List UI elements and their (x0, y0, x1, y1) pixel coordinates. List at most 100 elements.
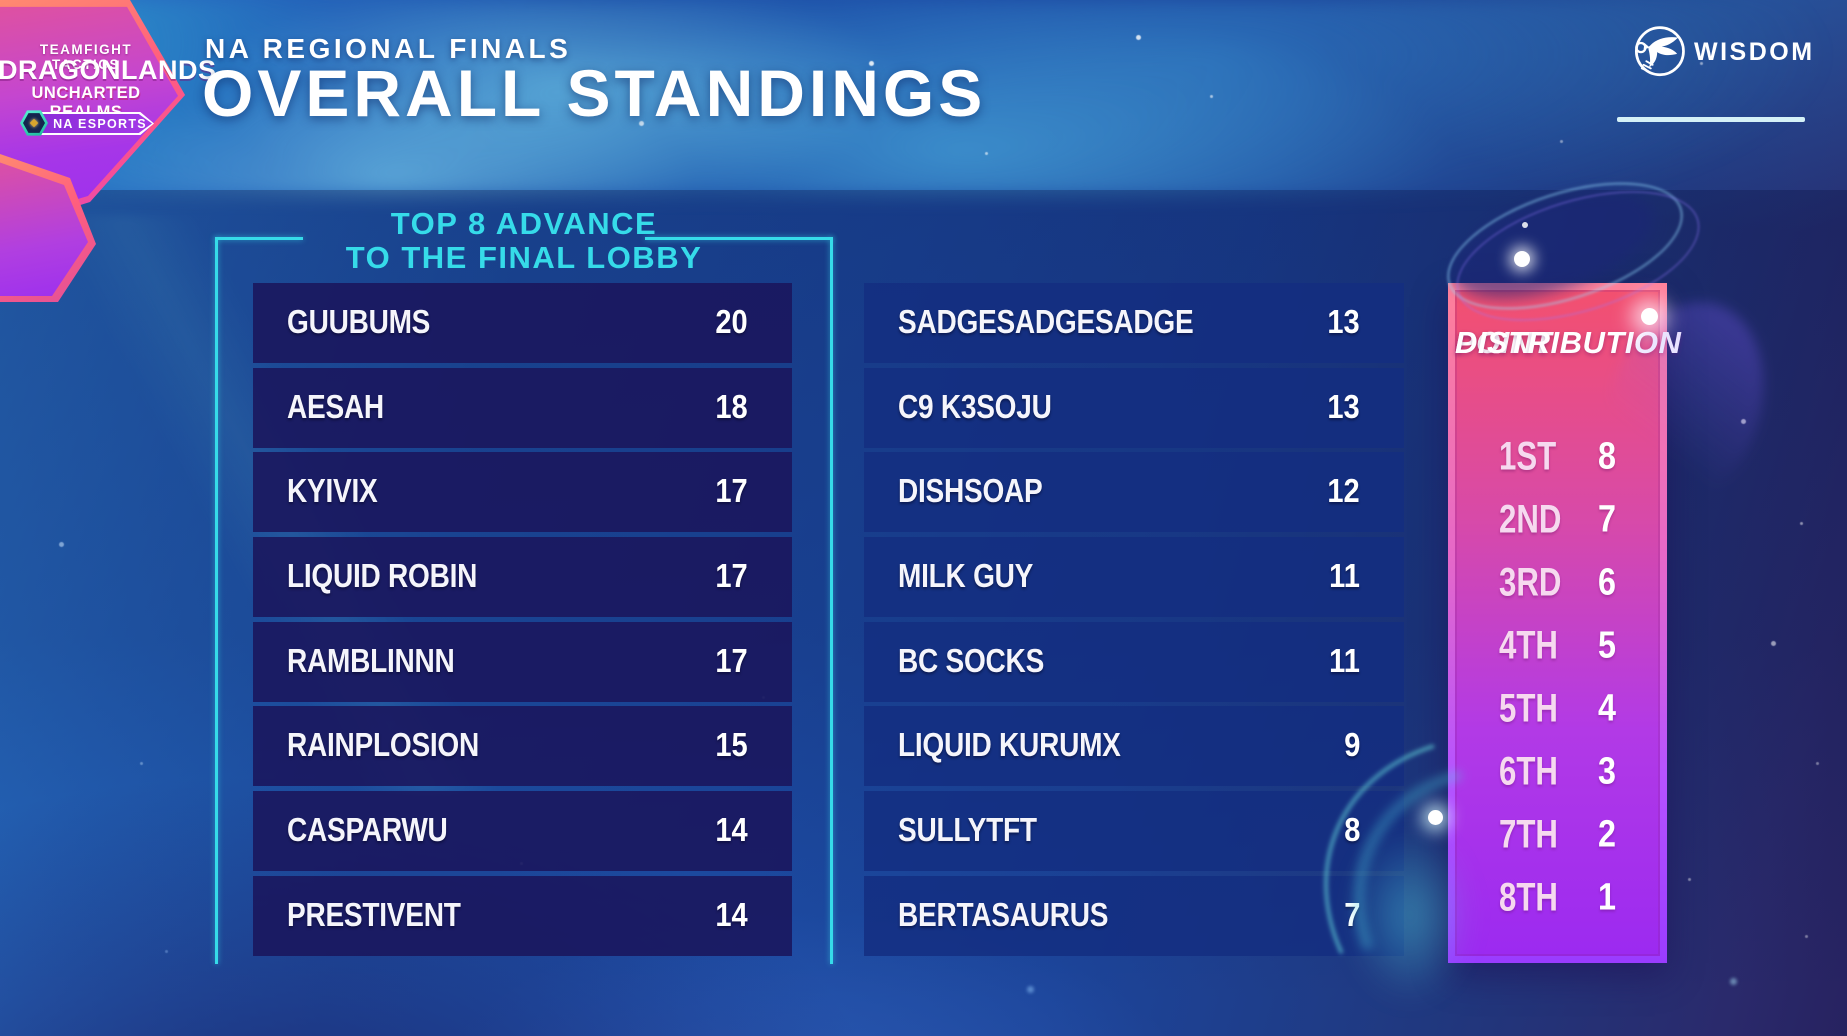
standings-row: LIQUID ROBIN 17 (253, 537, 792, 618)
player-name: BERTASAURUS (898, 896, 1109, 934)
sponsor-name: WISDOM (1694, 38, 1815, 66)
standings-table-right: SADGESADGESADGE 13 C9 K3SOJU 13 DISHSOAP… (864, 283, 1404, 956)
place-points: 6 (1598, 561, 1616, 604)
na-esports-pill: NA ESPORTS (30, 112, 154, 135)
place-points: 1 (1598, 876, 1616, 919)
place-points: 4 (1598, 687, 1616, 730)
place-label: 8TH (1499, 875, 1558, 920)
place-points: 8 (1598, 435, 1616, 478)
point-row: 4TH 5 (1455, 615, 1660, 678)
player-points: 7 (1344, 896, 1360, 934)
page-title: OVERALL STANDINGS (202, 56, 987, 130)
place-points: 5 (1598, 624, 1616, 667)
player-points: 13 (1327, 387, 1360, 425)
player-name: C9 K3SOJU (898, 387, 1052, 425)
player-points: 17 (715, 557, 748, 595)
place-label: 3RD (1499, 560, 1562, 605)
qualifier-bracket-top-left (215, 237, 303, 240)
standings-row: SULLYTFT 8 (864, 791, 1404, 872)
cyan-swirl-glow (1330, 800, 1490, 1030)
point-distribution-title-line1: POINT (1455, 325, 1553, 360)
player-name: GUUBUMS (287, 303, 431, 341)
standings-row: C9 K3SOJU 13 (864, 367, 1404, 448)
player-name: SULLYTFT (898, 811, 1037, 849)
qualifier-note-line1: TOP 8 ADVANCE (390, 206, 658, 241)
player-points: 11 (1329, 641, 1360, 679)
qualifier-note-line2: TO THE FINAL LOBBY (345, 240, 703, 275)
player-points: 17 (715, 472, 748, 510)
player-name: LIQUID ROBIN (287, 557, 478, 595)
na-esports-label: NA ESPORTS (53, 116, 147, 131)
standings-row: RAMBLINNN 17 (253, 621, 792, 702)
place-points: 2 (1598, 813, 1616, 856)
point-row: 7TH 2 (1455, 804, 1660, 867)
place-label: 6TH (1499, 749, 1558, 794)
standings-row: KYIVIX 17 (253, 452, 792, 533)
player-points: 9 (1343, 726, 1360, 764)
point-row: 2ND 7 (1455, 489, 1660, 552)
point-row: 8TH 1 (1455, 867, 1660, 930)
qualifier-bracket-top-right (645, 237, 833, 240)
point-row: 3RD 6 (1455, 552, 1660, 615)
standings-row: BERTASAURUS 7 (864, 875, 1404, 956)
na-esports-pill-fill: NA ESPORTS (32, 114, 152, 133)
badge-set-name: DRAGONLANDS (0, 55, 217, 85)
player-points: 12 (1327, 472, 1360, 510)
standings-row: PRESTIVENT 14 (253, 875, 792, 956)
player-points: 8 (1343, 811, 1360, 849)
point-distribution-panel: POINT DISTRIBUTION 1ST 8 2ND 7 3RD 6 4TH (1448, 283, 1681, 963)
place-label: 4TH (1499, 623, 1558, 668)
player-name: CASPARWU (287, 811, 448, 849)
qualifier-bracket-right (830, 237, 833, 964)
player-points: 17 (715, 641, 748, 679)
player-name: PRESTIVENT (287, 896, 461, 934)
place-points: 7 (1598, 498, 1616, 541)
tft-crest-inner (23, 113, 45, 133)
standings-row: DISHSOAP 12 (864, 452, 1404, 533)
player-name: LIQUID KURUMX (898, 726, 1121, 764)
place-label: 7TH (1499, 812, 1558, 857)
player-name: RAMBLINNN (287, 641, 455, 679)
point-distribution-rows: 1ST 8 2ND 7 3RD 6 4TH 5 5TH 4 (1455, 426, 1660, 930)
lens-flare-dot (1641, 308, 1658, 325)
standings-row: GUUBUMS 20 (253, 283, 792, 363)
player-name: MILK GUY (898, 557, 1034, 595)
player-points: 14 (715, 811, 748, 849)
sponsor-underline (1617, 117, 1805, 122)
sparkle-dot-large (1514, 251, 1530, 267)
event-subtitle: NA REGIONAL FINALS (205, 33, 572, 64)
player-points: 14 (715, 896, 748, 934)
standings-row: BC SOCKS 11 (864, 621, 1404, 702)
point-distribution-fill: POINT DISTRIBUTION 1ST 8 2ND 7 3RD 6 4TH (1455, 290, 1681, 956)
standings-table-left: GUUBUMS 20 AESAH 18 KYIVIX 17 LIQUID ROB… (253, 283, 792, 956)
player-name: RAINPLOSION (287, 726, 480, 764)
wisdom-bird-icon (1634, 26, 1685, 77)
standings-row: SADGESADGESADGE 13 (864, 283, 1404, 363)
background-smoke-waves (0, 0, 1847, 196)
place-points: 3 (1598, 750, 1616, 793)
player-name: KYIVIX (287, 472, 378, 510)
point-row: 6TH 3 (1455, 741, 1660, 804)
standings-row: RAINPLOSION 15 (253, 706, 792, 787)
player-points: 15 (715, 726, 748, 764)
player-points: 13 (1327, 303, 1360, 341)
place-label: 2ND (1499, 497, 1562, 542)
player-name: SADGESADGESADGE (898, 303, 1194, 341)
qualifier-bracket-left (215, 237, 218, 964)
point-distribution-title-line2: DISTRIBUTION (1455, 325, 1682, 360)
player-name: BC SOCKS (898, 641, 1045, 679)
sparkle-dot (1522, 222, 1528, 228)
point-row: 1ST 8 (1455, 426, 1660, 489)
player-name: DISHSOAP (898, 472, 1043, 510)
standings-row: MILK GUY 11 (864, 537, 1404, 618)
tft-crest-gem (29, 118, 39, 128)
player-name: AESAH (287, 387, 384, 425)
point-row: 5TH 4 (1455, 678, 1660, 741)
standings-row: CASPARWU 14 (253, 791, 792, 872)
sparkle-dot-bottom (1428, 810, 1443, 825)
player-points: 11 (1329, 557, 1360, 595)
place-label: 5TH (1499, 686, 1558, 731)
standings-row: AESAH 18 (253, 367, 792, 448)
player-points: 18 (715, 387, 748, 425)
